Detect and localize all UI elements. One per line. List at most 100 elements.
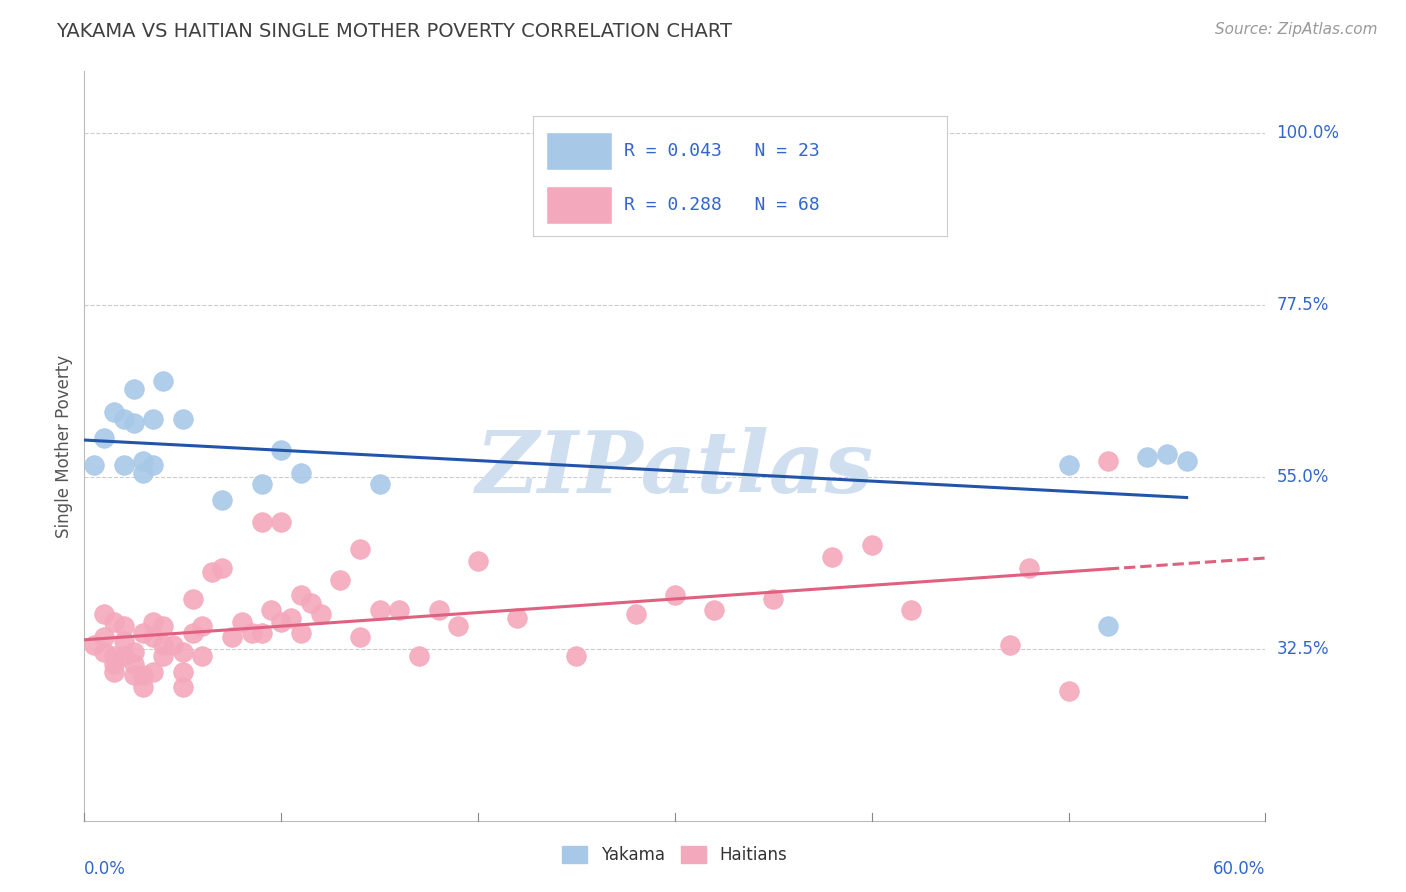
Point <box>132 626 155 640</box>
Text: YAKAMA VS HAITIAN SINGLE MOTHER POVERTY CORRELATION CHART: YAKAMA VS HAITIAN SINGLE MOTHER POVERTY … <box>56 22 733 41</box>
Point <box>191 618 214 632</box>
Point <box>270 615 292 629</box>
Point <box>860 538 883 552</box>
Point <box>103 657 125 671</box>
Point <box>270 516 292 530</box>
Point <box>181 591 204 606</box>
Point <box>388 603 411 617</box>
Point <box>309 607 332 622</box>
Point <box>260 603 283 617</box>
Point <box>83 458 105 472</box>
Point <box>112 649 135 664</box>
Point <box>1057 683 1080 698</box>
Point <box>408 649 430 664</box>
Point <box>467 554 489 568</box>
Text: 55.0%: 55.0% <box>1277 467 1329 485</box>
Point <box>142 412 165 426</box>
Point <box>172 412 194 426</box>
Point <box>172 665 194 679</box>
Point <box>250 516 273 530</box>
Point <box>998 638 1021 652</box>
Point <box>299 596 322 610</box>
Point <box>821 549 844 564</box>
Text: 60.0%: 60.0% <box>1213 860 1265 878</box>
Point <box>112 412 135 426</box>
Point <box>122 657 145 671</box>
Point <box>1097 618 1119 632</box>
Point <box>565 649 588 664</box>
Point <box>447 618 470 632</box>
Point <box>427 603 450 617</box>
Point <box>1057 458 1080 472</box>
Point <box>1097 454 1119 468</box>
Point <box>152 649 174 664</box>
Point <box>1175 454 1198 468</box>
Point <box>703 603 725 617</box>
Point <box>368 603 391 617</box>
Point <box>191 649 214 664</box>
Point <box>250 477 273 491</box>
Point <box>152 638 174 652</box>
Point <box>103 665 125 679</box>
Point <box>1156 447 1178 461</box>
Point <box>162 638 184 652</box>
Text: 32.5%: 32.5% <box>1277 640 1329 657</box>
Point <box>280 611 302 625</box>
Point <box>112 618 135 632</box>
Text: 0.0%: 0.0% <box>84 860 127 878</box>
Point <box>132 680 155 694</box>
Point <box>270 442 292 457</box>
Point <box>142 665 165 679</box>
Point <box>201 565 224 579</box>
Point <box>132 466 155 480</box>
Point <box>93 630 115 644</box>
Point <box>122 668 145 682</box>
Point <box>211 561 233 575</box>
Point <box>93 431 115 445</box>
Point <box>103 615 125 629</box>
Point <box>132 454 155 468</box>
Point <box>142 630 165 644</box>
Point <box>103 649 125 664</box>
Point <box>112 634 135 648</box>
Point <box>250 626 273 640</box>
Point <box>762 591 785 606</box>
Point <box>329 573 352 587</box>
Text: 77.5%: 77.5% <box>1277 295 1329 314</box>
Point <box>240 626 263 640</box>
Point <box>290 466 312 480</box>
Point <box>349 542 371 557</box>
Point <box>142 615 165 629</box>
Point <box>1136 450 1159 465</box>
Point <box>83 638 105 652</box>
Point <box>122 382 145 396</box>
Point <box>181 626 204 640</box>
Point <box>93 607 115 622</box>
Text: ZIPatlas: ZIPatlas <box>475 426 875 510</box>
Point <box>506 611 529 625</box>
Point <box>900 603 922 617</box>
Point <box>349 630 371 644</box>
Point <box>290 588 312 602</box>
Point <box>122 645 145 659</box>
Point <box>103 404 125 418</box>
Legend: Yakama, Haitians: Yakama, Haitians <box>554 838 796 872</box>
Text: 100.0%: 100.0% <box>1277 123 1340 142</box>
Point <box>211 492 233 507</box>
Point <box>122 416 145 430</box>
Point <box>112 458 135 472</box>
Point <box>368 477 391 491</box>
Y-axis label: Single Mother Poverty: Single Mother Poverty <box>55 354 73 538</box>
Text: Source: ZipAtlas.com: Source: ZipAtlas.com <box>1215 22 1378 37</box>
Point <box>152 618 174 632</box>
Point <box>172 645 194 659</box>
Point <box>1018 561 1040 575</box>
Point <box>664 588 686 602</box>
Point <box>152 374 174 388</box>
Point <box>93 645 115 659</box>
Point <box>172 680 194 694</box>
Point <box>290 626 312 640</box>
Point <box>221 630 243 644</box>
Point <box>142 458 165 472</box>
Point <box>132 668 155 682</box>
